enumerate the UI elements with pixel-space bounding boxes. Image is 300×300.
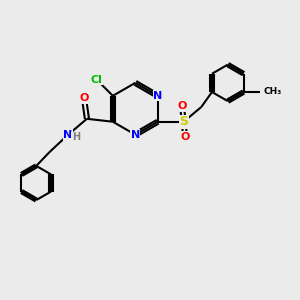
Text: CH₃: CH₃ xyxy=(263,88,282,97)
Text: O: O xyxy=(180,132,190,142)
Text: N: N xyxy=(131,130,140,140)
Text: O: O xyxy=(178,101,187,111)
Text: Cl: Cl xyxy=(91,75,103,85)
Text: N: N xyxy=(63,130,72,140)
Text: H: H xyxy=(72,132,80,142)
Text: S: S xyxy=(179,115,188,128)
Text: N: N xyxy=(153,91,162,101)
Text: O: O xyxy=(79,93,89,103)
